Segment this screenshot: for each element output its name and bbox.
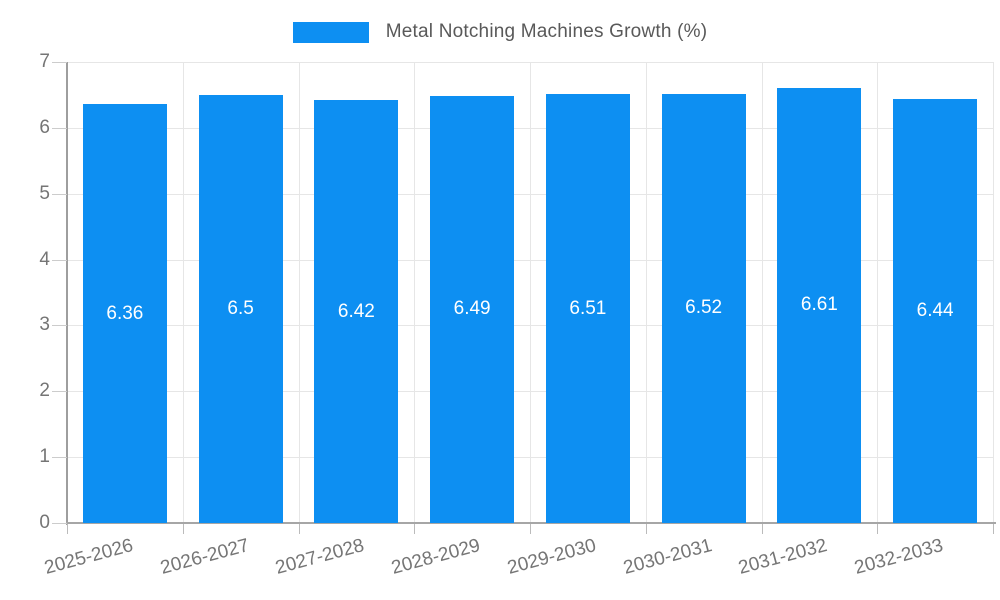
x-tick-mark — [645, 524, 647, 534]
y-axis-line — [66, 62, 68, 525]
bar — [545, 94, 630, 523]
x-tick-mark — [298, 524, 300, 534]
y-tick-mark — [52, 127, 67, 129]
y-tick-label: 7 — [39, 51, 50, 72]
bar — [893, 98, 978, 523]
bar — [198, 94, 283, 523]
bar-value-label: 6.49 — [453, 298, 491, 320]
x-gridline — [645, 62, 647, 523]
bar — [314, 100, 399, 523]
bar-value-label: 6.42 — [337, 300, 375, 322]
x-gridline — [761, 62, 763, 523]
y-tick-mark — [52, 391, 67, 393]
y-tick-mark — [52, 523, 67, 524]
legend-swatch — [292, 21, 369, 43]
x-gridline — [182, 62, 184, 523]
legend-title: Metal Notching Machines Growth (%) — [385, 21, 708, 42]
x-tick-mark — [530, 524, 531, 534]
y-tick-mark — [52, 193, 67, 195]
y-tick-label: 3 — [39, 314, 50, 336]
y-tick-label: 0 — [39, 512, 50, 533]
y-tick-mark — [52, 457, 67, 459]
bar-value-label: 6.51 — [569, 297, 607, 319]
y-tick-mark — [52, 325, 67, 327]
bar — [661, 93, 746, 523]
x-tick-mark — [67, 524, 68, 534]
bar-value-label: 6.5 — [227, 297, 254, 319]
legend: Metal Notching Machines Growth (%) — [0, 14, 1000, 50]
bar — [82, 104, 167, 523]
y-tick-label: 4 — [39, 248, 50, 270]
x-gridline — [530, 62, 531, 523]
bar-value-label: 6.52 — [685, 297, 723, 319]
y-tick-label: 5 — [39, 182, 50, 204]
x-gridline — [298, 62, 300, 523]
bar-value-label: 6.44 — [916, 299, 954, 321]
x-tick-mark — [877, 524, 879, 534]
x-tick-mark — [414, 524, 416, 534]
x-axis-line — [66, 522, 996, 524]
x-tick-mark — [182, 524, 184, 534]
y-tick-label: 1 — [39, 446, 50, 468]
bar — [430, 95, 515, 523]
y-tick-label: 2 — [39, 380, 50, 402]
bar-value-label: 6.61 — [800, 294, 838, 316]
x-gridline — [993, 62, 994, 523]
x-gridline — [414, 62, 416, 523]
y-tick-label: 6 — [39, 116, 50, 138]
x-gridline — [877, 62, 879, 523]
x-tick-mark — [761, 524, 763, 534]
x-tick-mark — [993, 524, 994, 534]
y-tick-mark — [52, 259, 67, 261]
bar-value-label: 6.36 — [106, 302, 144, 324]
bar — [777, 87, 862, 523]
y-tick-mark — [52, 62, 67, 63]
